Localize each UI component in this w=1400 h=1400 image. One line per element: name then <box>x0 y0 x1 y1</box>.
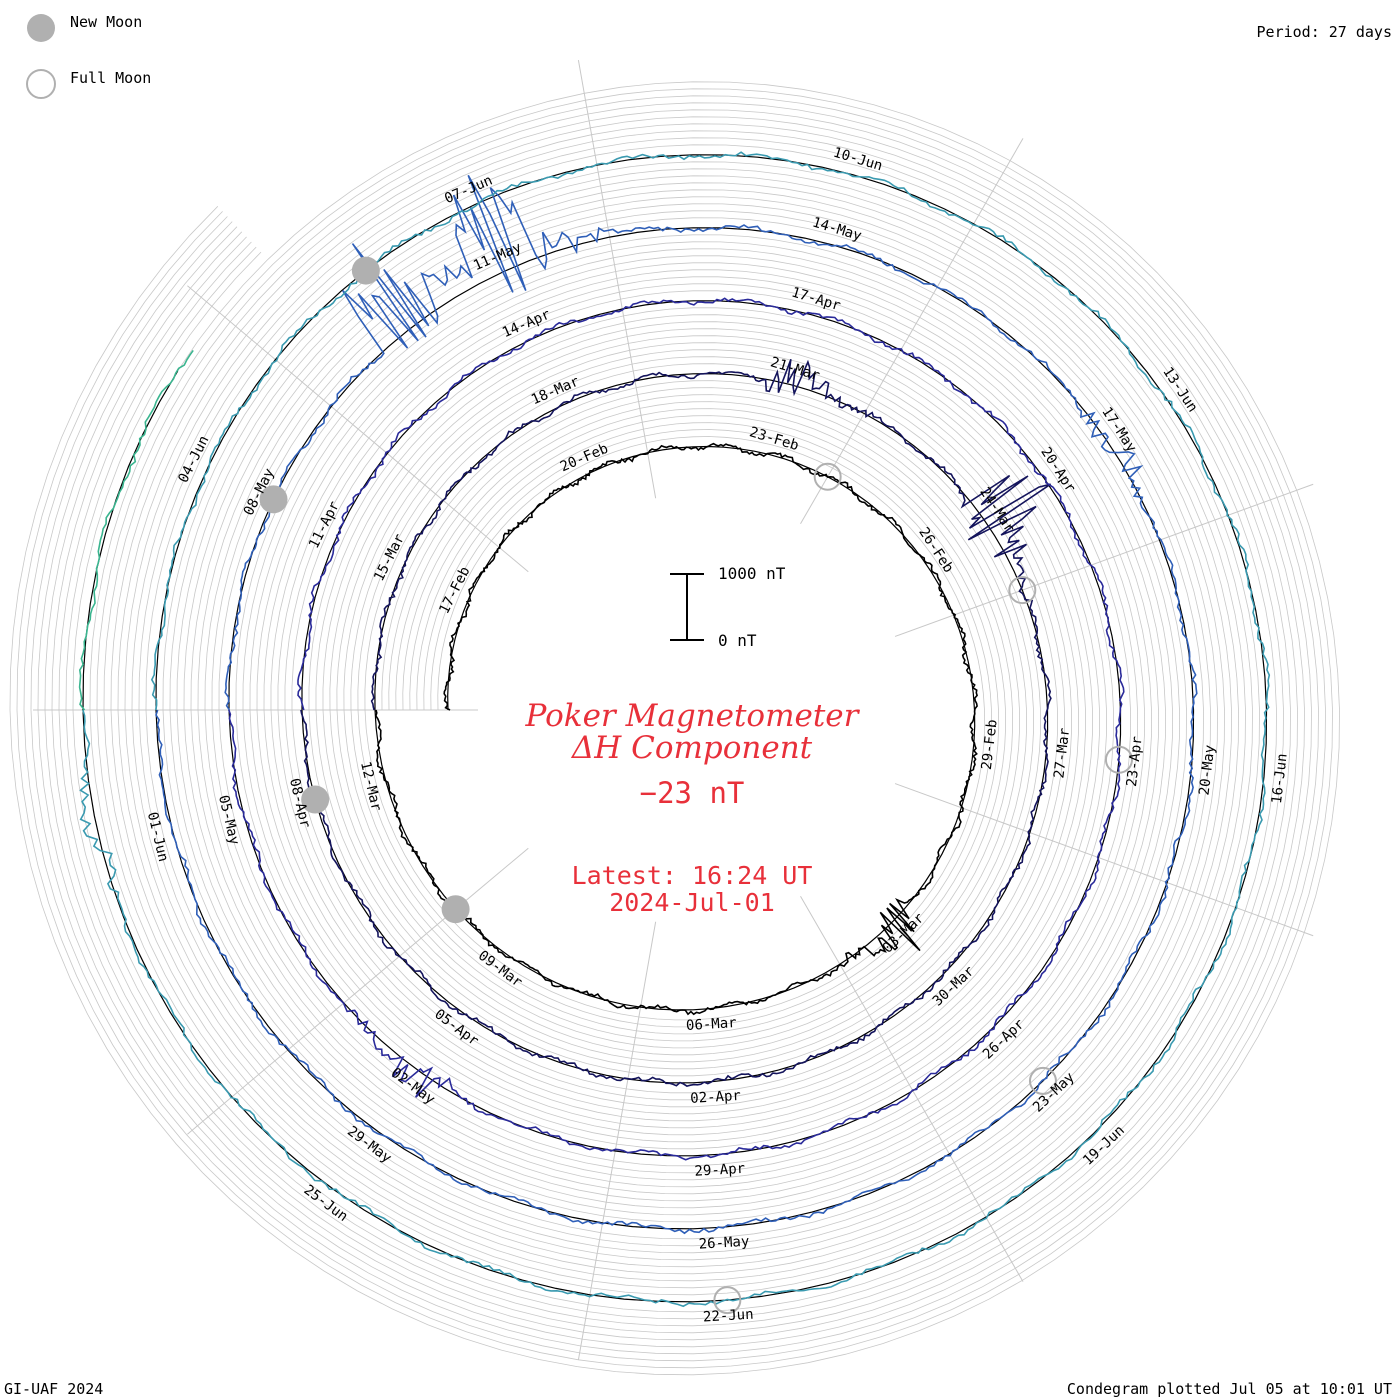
date-label: 05-Apr <box>431 1006 481 1049</box>
new-moon-marker <box>351 256 380 285</box>
grid-spiral <box>16 88 1333 1369</box>
grid-spoke <box>187 847 529 1135</box>
date-label: 22-Jun <box>703 1307 754 1326</box>
grid-spoke <box>577 921 657 1361</box>
trace-rotation-5 <box>79 151 1271 1308</box>
date-label: 26-May <box>698 1234 749 1253</box>
grid-spiral <box>72 144 1277 1313</box>
trace-rotation-1 <box>375 442 978 1016</box>
polar-grid <box>9 59 1340 1376</box>
date-label: 04-Jun <box>175 433 212 485</box>
period-label: Period: 27 days <box>1256 23 1392 41</box>
trace-rotation-3 <box>228 297 1125 1161</box>
chart-title: Poker Magnetometer <box>525 698 861 734</box>
full-moon-marker <box>1104 745 1133 774</box>
scale-bar: 1000 nT 0 nT <box>670 564 786 650</box>
grid-spiral <box>51 123 1298 1334</box>
grid-spiral <box>44 116 1305 1341</box>
full-moon-marker <box>1028 1066 1057 1095</box>
current-value: −23 nT <box>640 776 745 810</box>
latest-date: 2024-Jul-01 <box>609 888 775 917</box>
date-label: 29-Apr <box>694 1161 745 1180</box>
grid-spoke <box>187 285 529 573</box>
date-label: 27-Mar <box>1051 727 1073 779</box>
grid-spiral <box>23 95 1326 1362</box>
plotted-label: Condegram plotted Jul 05 at 10:01 UT <box>1066 1380 1392 1398</box>
new-moon-marker <box>441 895 470 924</box>
credit-label: GI-UAF 2024 <box>4 1380 104 1398</box>
scale-bottom-label: 0 nT <box>718 631 757 650</box>
date-label: 14-Apr <box>500 307 553 342</box>
grid-spoke <box>800 138 1024 525</box>
date-label: 02-Apr <box>690 1088 741 1107</box>
date-label: 25-Jun <box>301 1182 351 1225</box>
grid-spiral <box>37 109 1312 1348</box>
grid-spoke <box>894 483 1314 637</box>
new-moon-marker <box>259 485 288 514</box>
grid-spoke <box>894 783 1314 937</box>
grid-spoke <box>577 59 657 499</box>
grid-spiral <box>65 137 1284 1320</box>
date-label: 20-May <box>1197 744 1219 796</box>
full-moon-marker <box>713 1286 742 1315</box>
magnetometer-traces <box>78 151 1271 1308</box>
scale-top-label: 1000 nT <box>718 564 786 583</box>
latest-time: Latest: 16:24 UT <box>572 861 813 890</box>
full-moon-marker <box>1008 576 1037 605</box>
grid-spiral <box>30 102 1319 1355</box>
full-moon-legend-label: Full Moon <box>70 69 152 87</box>
full-moon-legend-icon <box>26 69 56 99</box>
date-label: 10-Jun <box>831 145 884 175</box>
date-label: 29-May <box>344 1123 394 1166</box>
date-label: 29-Feb <box>979 719 1001 771</box>
date-label: 06-Mar <box>686 1015 737 1034</box>
date-label: 16-Jun <box>1269 753 1291 805</box>
date-label: 09-Mar <box>475 948 525 991</box>
date-label: 11-Apr <box>306 499 343 551</box>
trace-rotation-4 <box>155 174 1198 1235</box>
new-moon-legend-label: New Moon <box>70 13 143 31</box>
full-moon-marker <box>813 462 842 491</box>
date-label: 18-Mar <box>529 374 582 409</box>
new-moon-legend-icon <box>27 14 55 42</box>
chart-subtitle: ΔH Component <box>571 730 813 766</box>
moon-markers <box>259 256 1133 1315</box>
new-moon-marker <box>301 785 330 814</box>
grid-spiral <box>58 130 1291 1327</box>
date-label: 23-Apr <box>1124 736 1146 788</box>
trace-rotation-6 <box>78 349 194 711</box>
date-label: 14-May <box>810 215 863 245</box>
trace-rotation-2 <box>300 359 1052 1087</box>
date-label: 20-Feb <box>558 441 611 476</box>
